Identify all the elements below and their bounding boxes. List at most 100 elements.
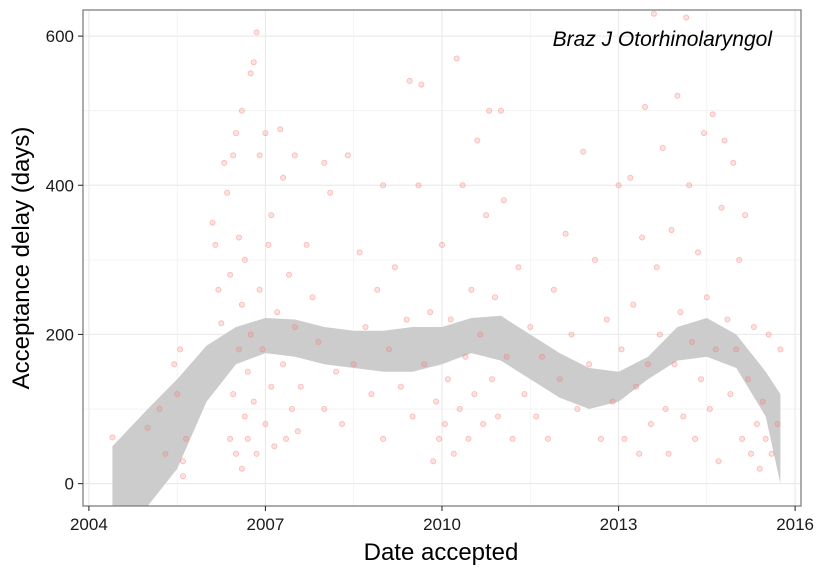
data-point	[368, 391, 375, 398]
data-point	[309, 294, 316, 301]
data-point	[592, 256, 599, 263]
data-point	[650, 10, 657, 17]
data-point	[212, 241, 219, 248]
data-point	[671, 361, 678, 368]
data-point	[503, 353, 510, 360]
data-point	[144, 424, 151, 431]
x-axis-title: Date accepted	[364, 539, 519, 566]
x-tick-label: 2004	[70, 515, 108, 534]
data-point	[480, 420, 487, 427]
data-point	[430, 458, 437, 465]
data-point	[627, 174, 634, 181]
data-point	[724, 316, 731, 323]
data-point	[250, 59, 257, 66]
data-point	[777, 346, 784, 353]
data-point	[521, 391, 528, 398]
data-point	[586, 361, 593, 368]
data-point	[488, 376, 495, 383]
data-point	[174, 391, 181, 398]
data-point	[639, 234, 646, 241]
data-point	[621, 435, 628, 442]
data-point	[683, 14, 690, 21]
y-tick-label: 200	[46, 325, 74, 344]
data-point	[597, 435, 604, 442]
data-point	[686, 182, 693, 189]
data-point	[562, 230, 569, 237]
data-point	[333, 368, 340, 375]
data-point	[209, 219, 216, 226]
data-point	[162, 450, 169, 457]
data-point	[265, 241, 272, 248]
data-point	[465, 435, 472, 442]
data-point	[441, 420, 448, 427]
data-point	[483, 212, 490, 219]
data-point	[447, 316, 454, 323]
data-point	[630, 301, 637, 308]
data-point	[491, 294, 498, 301]
data-point	[418, 81, 425, 88]
data-point	[665, 450, 672, 457]
data-point	[736, 256, 743, 263]
data-point	[218, 320, 225, 327]
data-point	[539, 353, 546, 360]
data-point	[259, 346, 266, 353]
data-point	[238, 107, 245, 114]
data-point	[497, 107, 504, 114]
data-point	[232, 130, 239, 137]
data-point	[321, 405, 328, 412]
data-points	[109, 10, 784, 480]
data-point	[179, 458, 186, 465]
data-point	[645, 361, 652, 368]
data-point	[397, 383, 404, 390]
data-point	[285, 271, 292, 278]
data-point	[227, 271, 234, 278]
data-point	[698, 376, 705, 383]
data-point	[494, 413, 501, 420]
data-point	[456, 405, 463, 412]
data-point	[715, 458, 722, 465]
data-point	[706, 405, 713, 412]
data-point	[712, 346, 719, 353]
data-point	[253, 29, 260, 36]
data-point	[238, 465, 245, 472]
y-axis-title: Acceptance delay (days)	[8, 127, 35, 390]
data-point	[288, 405, 295, 412]
data-point	[474, 137, 481, 144]
data-point	[544, 435, 551, 442]
data-point	[444, 376, 451, 383]
data-point	[380, 435, 387, 442]
data-point	[436, 435, 443, 442]
data-point	[344, 152, 351, 159]
data-point	[574, 405, 581, 412]
data-point	[750, 323, 757, 330]
data-point	[759, 398, 766, 405]
data-point	[433, 398, 440, 405]
data-point	[380, 182, 387, 189]
data-point	[647, 420, 654, 427]
data-point	[274, 309, 281, 316]
data-point	[291, 323, 298, 330]
data-point	[659, 144, 666, 151]
data-point	[427, 309, 434, 316]
data-point	[391, 264, 398, 271]
chart-annotation: Braz J Otorhinolaryngol	[553, 28, 774, 51]
data-point	[321, 159, 328, 166]
x-tick-label: 2016	[776, 515, 814, 534]
data-point	[262, 420, 269, 427]
data-point	[700, 130, 707, 137]
data-point	[762, 435, 769, 442]
data-point	[462, 353, 469, 360]
data-point	[244, 435, 251, 442]
data-point	[739, 435, 746, 442]
data-point	[362, 323, 369, 330]
data-point	[182, 435, 189, 442]
data-point	[662, 405, 669, 412]
data-point	[221, 159, 228, 166]
data-point	[256, 152, 263, 159]
data-point	[556, 376, 563, 383]
x-axis: 2004 2007 2010 2013 2016	[70, 506, 814, 534]
data-point	[692, 435, 699, 442]
data-point	[674, 92, 681, 99]
data-point	[280, 361, 287, 368]
data-point	[327, 189, 334, 196]
